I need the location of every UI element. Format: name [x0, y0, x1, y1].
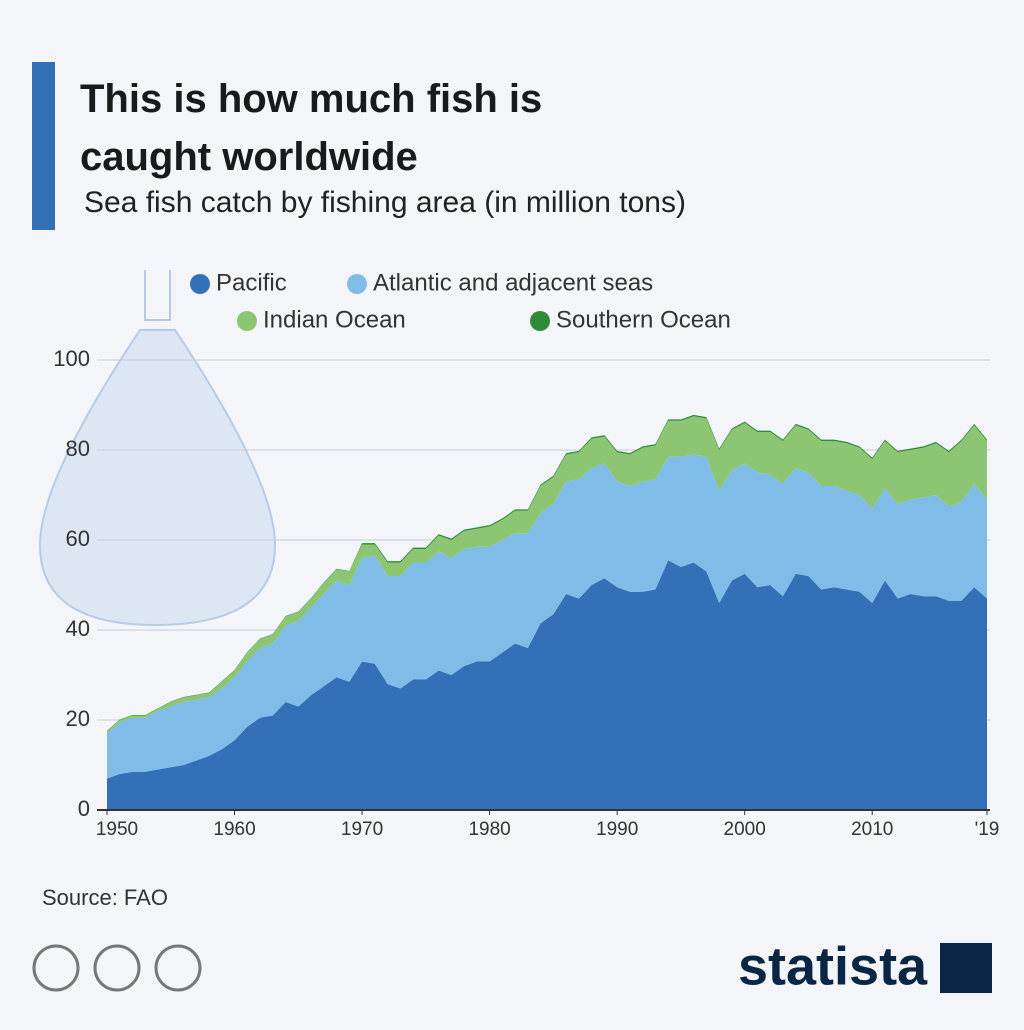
- title-bar: [32, 62, 55, 230]
- subtitle: Sea fish catch by fishing area (in milli…: [84, 186, 686, 219]
- legend-label: Atlantic and adjacent seas: [373, 269, 653, 296]
- brand: statista: [738, 936, 928, 996]
- legend-marker: [530, 311, 550, 331]
- y-tick-label: 0: [78, 796, 90, 821]
- y-tick-label: 80: [66, 436, 90, 461]
- x-tick-label: 1990: [596, 819, 638, 840]
- legend-label: Southern Ocean: [556, 306, 731, 333]
- y-tick-label: 40: [66, 616, 90, 641]
- y-tick-label: 60: [66, 526, 90, 551]
- x-tick-label: '19: [975, 819, 1000, 840]
- source: Source: FAO: [42, 885, 168, 910]
- x-tick-label: 1960: [213, 819, 255, 840]
- legend-marker: [347, 274, 367, 294]
- area: [107, 560, 987, 810]
- y-tick-label: 20: [66, 706, 90, 731]
- x-tick-label: 1950: [96, 819, 138, 840]
- license-icons: [32, 944, 202, 992]
- legend-label: Pacific: [216, 269, 287, 296]
- x-tick-label: 2000: [724, 819, 766, 840]
- legend-marker: [237, 311, 257, 331]
- x-tick-label: 1970: [341, 819, 383, 840]
- legend-label: Indian Ocean: [263, 306, 406, 333]
- net-illustration: [38, 270, 277, 627]
- legend-marker: [190, 274, 210, 294]
- area: [107, 454, 987, 779]
- x-tick-label: 1980: [468, 819, 510, 840]
- brand-icon: [940, 943, 992, 993]
- x-tick-label: 2010: [851, 819, 893, 840]
- y-tick-label: 100: [53, 346, 90, 371]
- title: This is how much fish is caught worldwid…: [80, 77, 543, 179]
